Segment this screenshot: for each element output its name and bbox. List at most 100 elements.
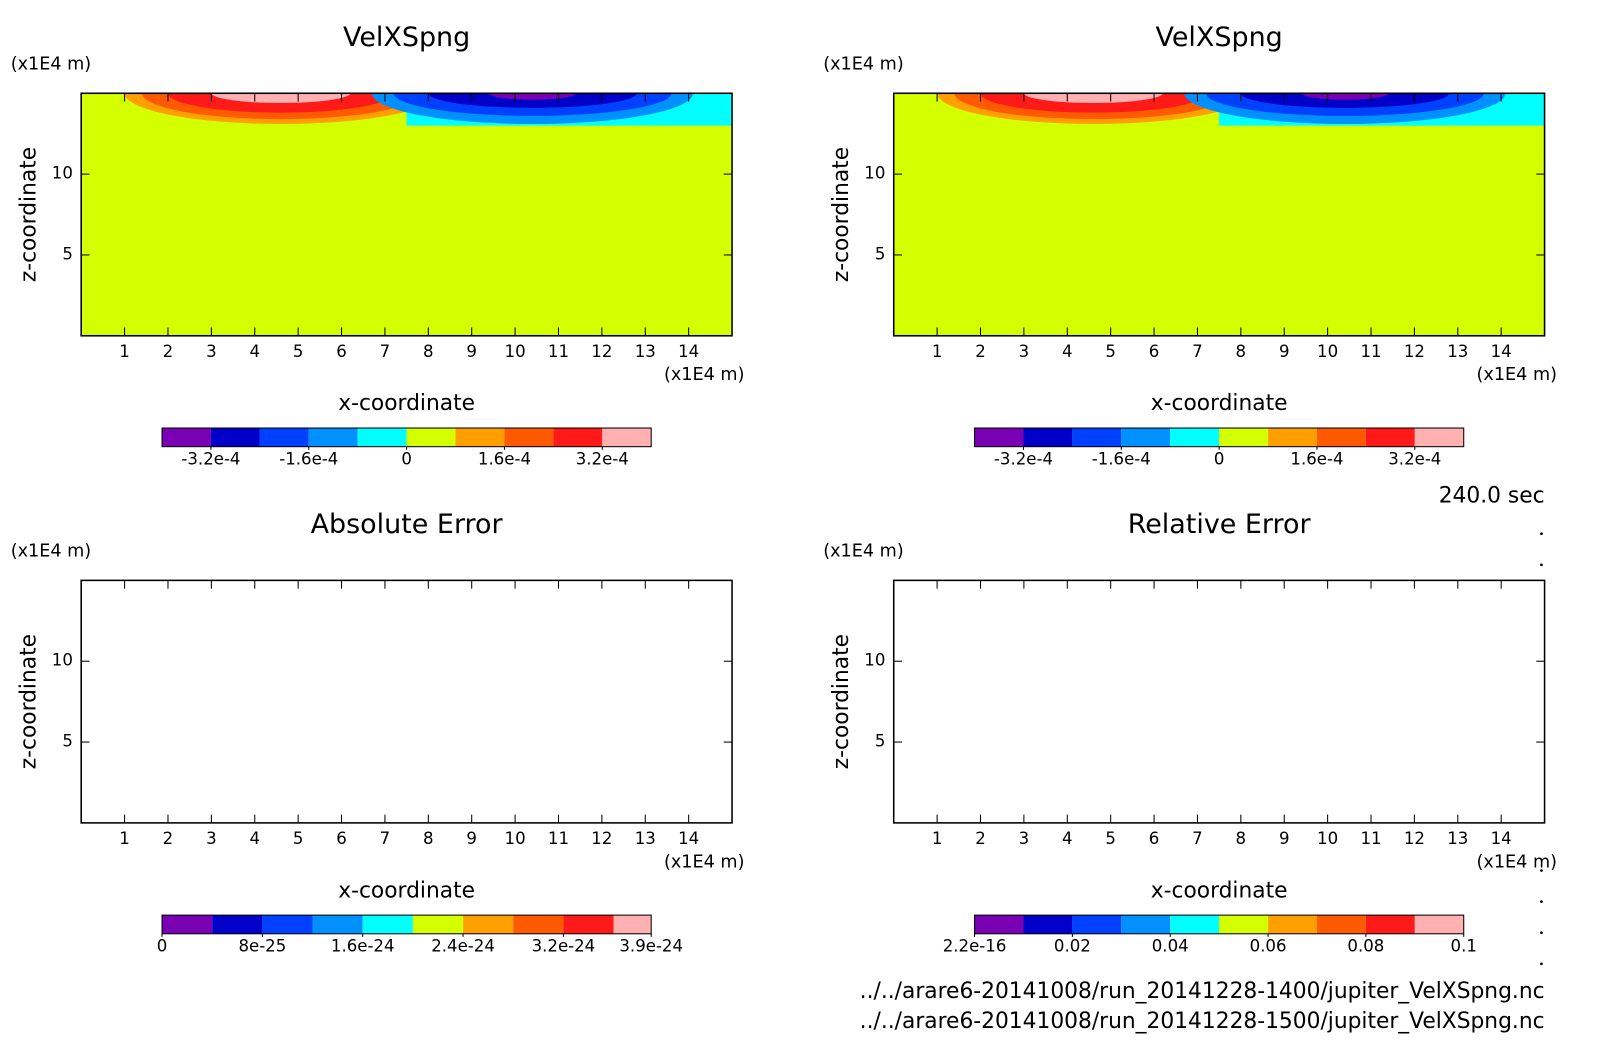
colorbar-swatch — [1268, 428, 1317, 447]
colorbar-tick-label: 0.06 — [1250, 937, 1287, 956]
field — [81, 93, 733, 336]
x-tick-label: 10 — [1317, 342, 1338, 361]
colorbar-swatch — [1414, 428, 1464, 447]
file-path: ../../arare6-20141008/run_20141228-1400/… — [860, 979, 1545, 1004]
colorbar-tick-label: -3.2e-4 — [994, 450, 1053, 469]
colorbar-swatch — [1365, 915, 1415, 934]
y-tick-label: 5 — [875, 732, 886, 751]
x-tick-label: 14 — [1491, 342, 1512, 361]
field-background — [893, 93, 1545, 336]
y-axis-label: z-coordinate — [16, 147, 41, 282]
field-region — [1023, 93, 1163, 103]
colorbar-swatch — [357, 428, 407, 447]
colorbar-swatch — [210, 428, 260, 447]
colorbar-tick-label: 0.1 — [1451, 937, 1477, 956]
y-tick-label: 5 — [875, 244, 886, 263]
x-tick-label: 7 — [380, 829, 391, 848]
y-tick-label: 10 — [52, 651, 73, 670]
x-tick-label: 6 — [336, 829, 347, 848]
x-tick-label: 2 — [163, 342, 174, 361]
plot-frame — [892, 579, 1546, 824]
colorbar-swatch — [1365, 428, 1415, 447]
colorbar-swatch — [613, 915, 652, 934]
colorbar-swatch — [406, 428, 456, 447]
x-axis-label: x-coordinate — [1151, 391, 1288, 416]
x-tick-label: 3 — [1019, 829, 1030, 848]
dots — [1540, 532, 1543, 966]
x-tick-label: 5 — [1105, 342, 1116, 361]
x-axis-label: x-coordinate — [1151, 878, 1288, 903]
colorbar-tick-label: -1.6e-4 — [279, 450, 338, 469]
x-tick-label: 3 — [206, 342, 217, 361]
y-unit: (x1E4 m) — [11, 54, 91, 74]
colorbar-swatch — [262, 915, 313, 934]
x-tick-label: 3 — [1019, 342, 1030, 361]
colorbar-swatch — [362, 915, 413, 934]
panel: Absolute Error (x1E4 m) z-coordinate (x1E4 … — [11, 509, 745, 956]
x-tick-label: 6 — [1149, 342, 1160, 361]
colorbar-tick-label: 3.2e-4 — [1388, 450, 1441, 469]
colorbar-swatch — [1121, 428, 1171, 447]
colorbar-swatch — [1268, 915, 1317, 934]
colorbar-tick-label: 0 — [157, 937, 168, 956]
field-region — [1301, 93, 1389, 100]
y-tick-label: 10 — [864, 651, 885, 670]
colorbar-swatch — [312, 915, 363, 934]
colorbar-swatch — [412, 915, 464, 934]
colorbar-tick-label: 8e-25 — [238, 937, 286, 956]
y-unit: (x1E4 m) — [823, 54, 903, 74]
x-tick-label: 9 — [466, 342, 477, 361]
colorbar-swatch — [212, 915, 263, 934]
panel-title: VelXSpng — [1156, 22, 1283, 53]
x-tick-label: 6 — [1149, 829, 1160, 848]
x-tick-label: 1 — [932, 829, 943, 848]
x-tick-label: 9 — [466, 829, 477, 848]
time-label: 240.0 sec — [1439, 483, 1545, 508]
y-tick-label: 10 — [864, 164, 885, 183]
colorbar-swatch — [1316, 915, 1366, 934]
x-tick-label: 13 — [1447, 829, 1468, 848]
x-tick-label: 7 — [1192, 342, 1203, 361]
panel: Relative Error (x1E4 m) z-coordinate (x1E4 … — [823, 509, 1557, 956]
colorbar-tick-label: 3.2e-4 — [576, 450, 629, 469]
colorbar-swatch — [504, 428, 554, 447]
x-tick-label: 13 — [635, 829, 656, 848]
colorbar-tick-label: 3.2e-24 — [532, 937, 596, 956]
x-tick-label: 10 — [505, 342, 526, 361]
y-tick-label: 5 — [62, 732, 73, 751]
x-unit: (x1E4 m) — [664, 365, 744, 385]
y-axis-label: z-coordinate — [829, 634, 854, 769]
x-tick-label: 4 — [1062, 829, 1073, 848]
x-tick-label: 14 — [678, 829, 699, 848]
plot-frame — [892, 92, 1546, 337]
x-tick-label: 1 — [119, 829, 130, 848]
x-tick-label: 5 — [293, 829, 304, 848]
x-tick-label: 2 — [975, 829, 986, 848]
x-tick-label: 2 — [163, 829, 174, 848]
colorbar-swatch — [563, 915, 614, 934]
x-tick-label: 10 — [505, 829, 526, 848]
colorbar-tick-label: 3.9e-24 — [619, 937, 683, 956]
x-tick-label: 4 — [249, 342, 260, 361]
colorbar-swatch — [602, 428, 652, 447]
x-tick-label: 11 — [1360, 829, 1381, 848]
x-tick-label: 12 — [1404, 829, 1425, 848]
field-region — [211, 93, 351, 103]
field-region — [489, 93, 576, 100]
colorbar-tick-label: 0 — [1214, 450, 1225, 469]
x-tick-label: 4 — [1062, 342, 1073, 361]
x-tick-label: 10 — [1317, 829, 1338, 848]
colorbar-tick-label: 0 — [401, 450, 412, 469]
y-axis-label: z-coordinate — [829, 147, 854, 282]
x-tick-label: 4 — [249, 829, 260, 848]
colorbar-swatch — [259, 428, 309, 447]
x-tick-label: 8 — [423, 342, 434, 361]
y-axis-label: z-coordinate — [16, 634, 41, 769]
x-tick-label: 2 — [975, 342, 986, 361]
colorbar-frame — [161, 914, 652, 935]
panel-title: VelXSpng — [343, 22, 470, 53]
colorbar-swatch — [513, 915, 564, 934]
field — [893, 93, 1545, 336]
